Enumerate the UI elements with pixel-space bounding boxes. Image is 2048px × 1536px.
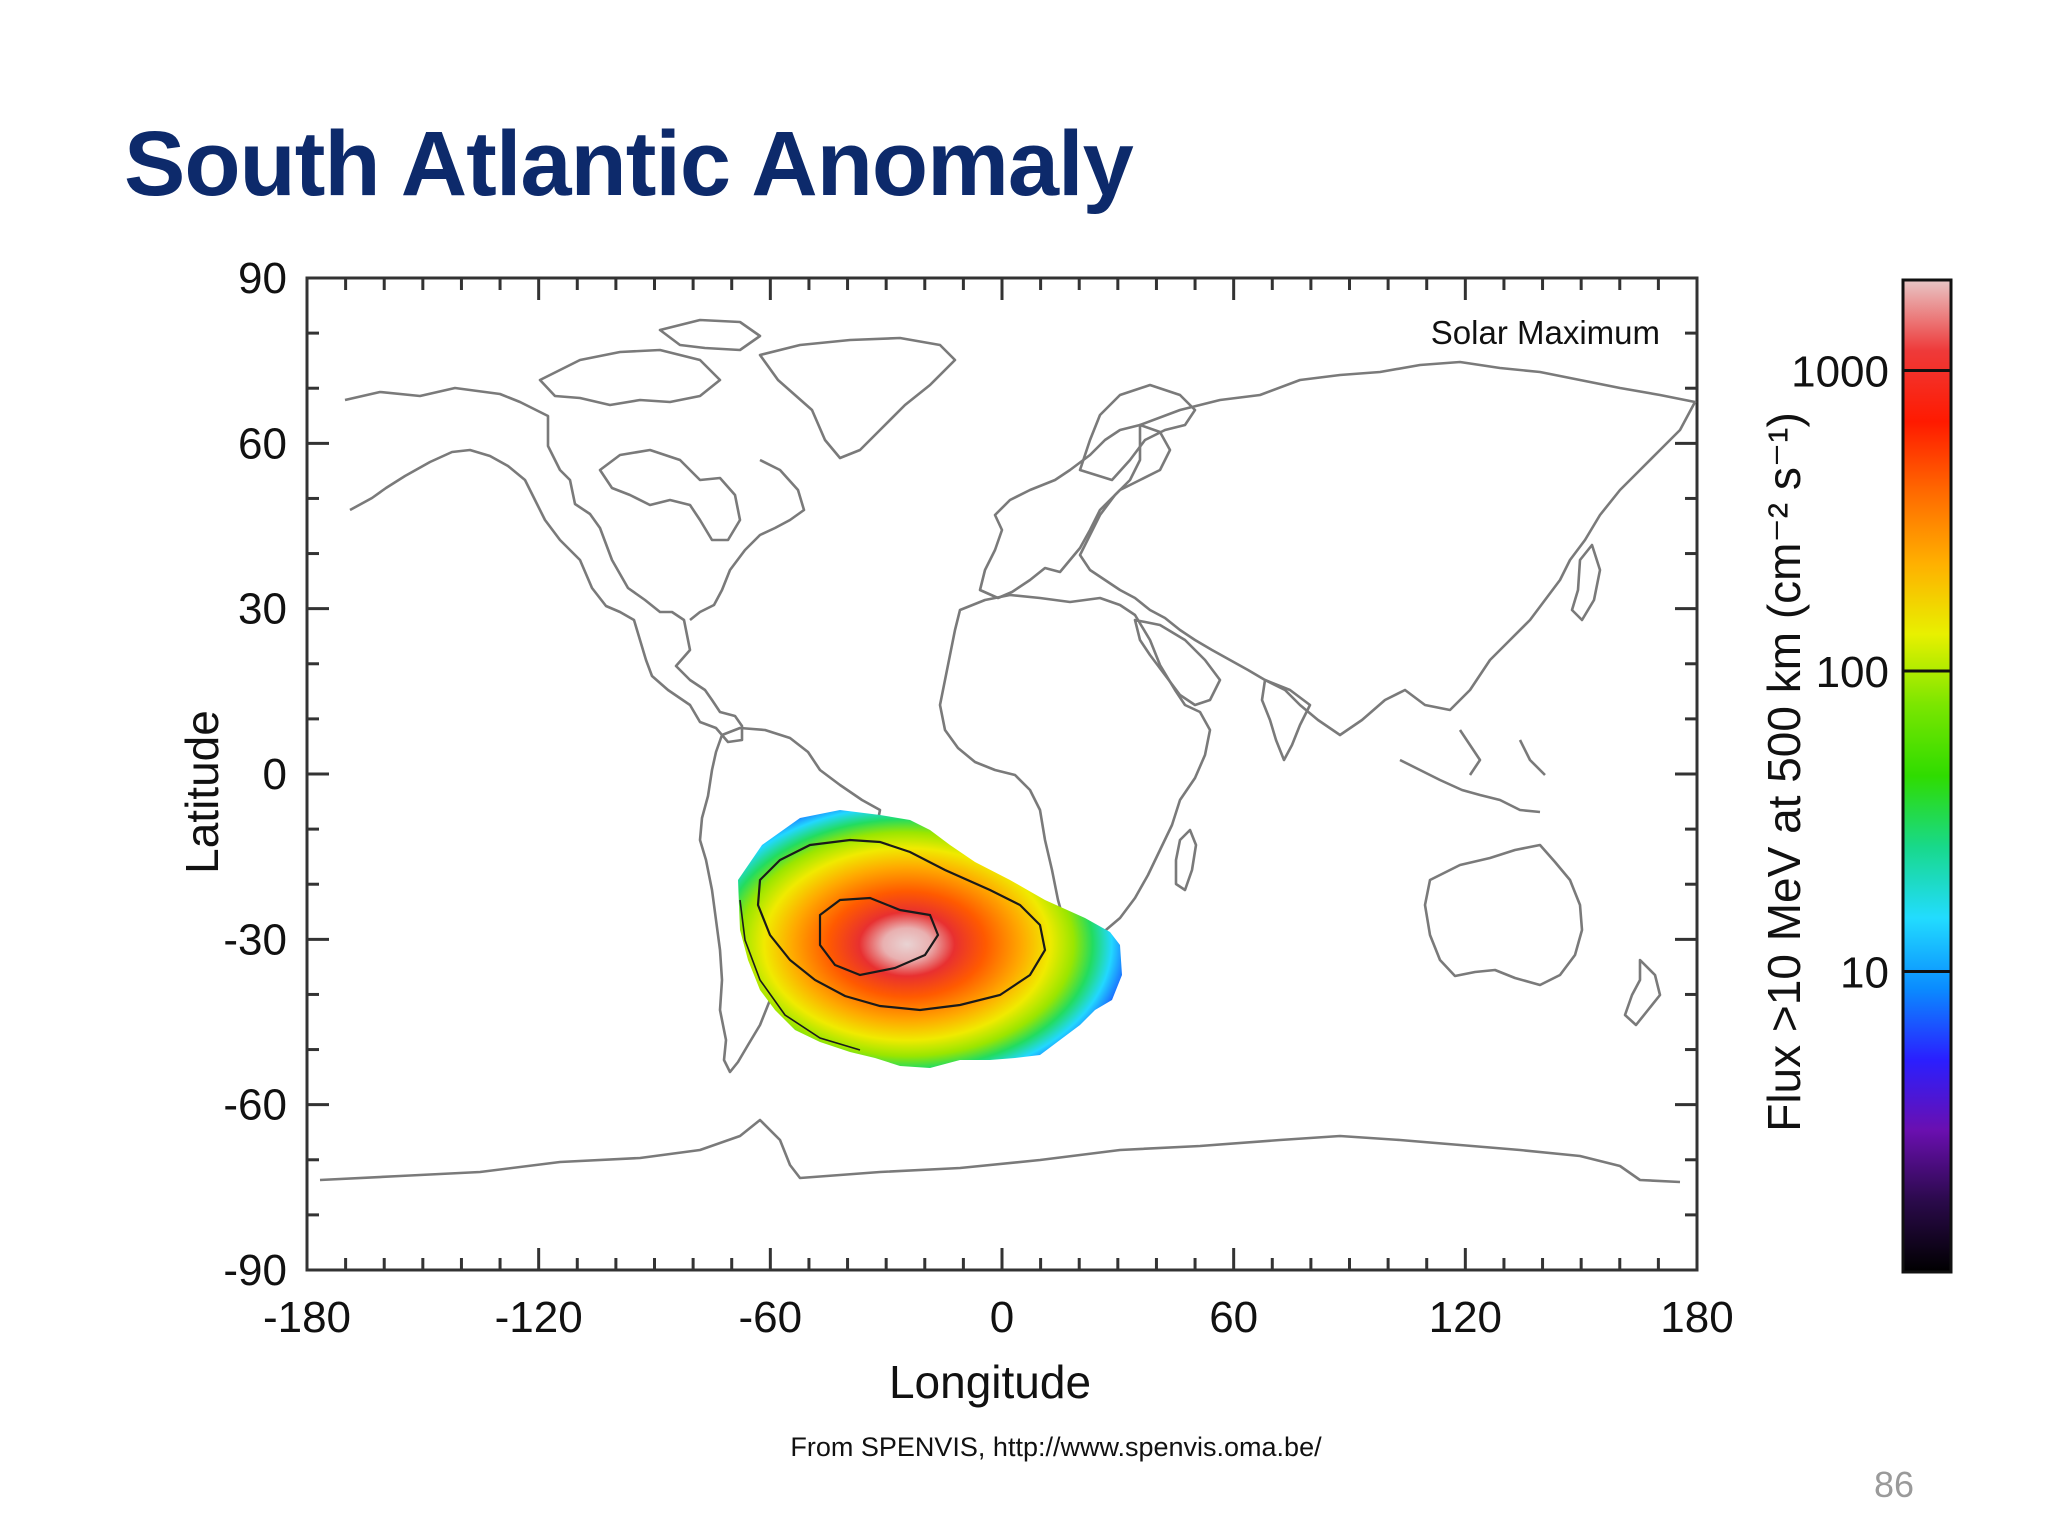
page-number: 86 [1873, 1464, 1914, 1505]
coastlines [319, 318, 1697, 1184]
greenland [758, 336, 957, 460]
madagascar [1174, 828, 1198, 892]
africa [938, 593, 1212, 942]
colorbar-tick-label: 100 [1816, 648, 1889, 697]
europe [978, 423, 1172, 600]
scandinavia [1078, 383, 1197, 482]
contour-10 [739, 899, 861, 1051]
y-tick-label: -90 [223, 1246, 287, 1295]
hudson-bay [598, 448, 742, 542]
y-tick-label: 30 [238, 585, 287, 634]
asia [1078, 360, 1697, 737]
axis-ticks [305, 276, 1699, 1272]
colorbar-tick-label: 10 [1840, 948, 1889, 997]
colorbar-ticks: 1000 100 10 [1791, 347, 1951, 997]
x-tick-label: 60 [1209, 1293, 1258, 1342]
x-tick-label: 120 [1429, 1293, 1502, 1342]
source-credit: From SPENVIS, http://www.spenvis.oma.be/ [790, 1432, 1322, 1462]
y-tick-label: -30 [223, 915, 287, 964]
plot-area [305, 276, 1699, 1272]
y-tick-labels: 90 60 30 0 -30 -60 -90 [223, 254, 287, 1295]
x-tick-labels: -180 -120 -60 0 60 120 180 [263, 1293, 1734, 1342]
y-tick-label: 60 [238, 419, 287, 468]
colorbar [1901, 278, 1953, 1274]
solar-maximum-annotation: Solar Maximum [1431, 314, 1660, 351]
y-tick-label: 0 [263, 750, 287, 799]
australia [1423, 843, 1584, 987]
y-axis-title: Latitude [176, 710, 228, 874]
x-tick-label: -60 [739, 1293, 803, 1342]
south-america [698, 726, 882, 1074]
x-axis-title: Longitude [889, 1356, 1091, 1408]
arctic-islands [538, 318, 762, 407]
saa-flux-field [738, 810, 1122, 1068]
southeast-asia-islands [1399, 729, 1546, 814]
japan [1570, 543, 1602, 622]
x-tick-label: 180 [1660, 1293, 1733, 1342]
north-america-coast [344, 386, 744, 744]
contour-1000 [818, 896, 940, 977]
colorbar-title: Flux >10 MeV at 500 km (cm⁻² s⁻¹) [1758, 412, 1810, 1132]
antarctica [319, 1118, 1681, 1184]
y-tick-label: -60 [223, 1081, 287, 1130]
x-tick-label: -180 [263, 1293, 351, 1342]
arabia-india [1133, 618, 1312, 762]
x-tick-label: -120 [495, 1293, 583, 1342]
saa-region [738, 810, 1122, 1068]
north-america-east-coast [689, 458, 806, 622]
contour-100 [756, 838, 1047, 1012]
colorbar-tick-label: 1000 [1791, 347, 1889, 396]
y-tick-label: 90 [238, 254, 287, 303]
x-tick-label: 0 [990, 1293, 1014, 1342]
slide-title: South Atlantic Anomaly [124, 113, 1134, 215]
new-zealand [1623, 958, 1662, 1027]
